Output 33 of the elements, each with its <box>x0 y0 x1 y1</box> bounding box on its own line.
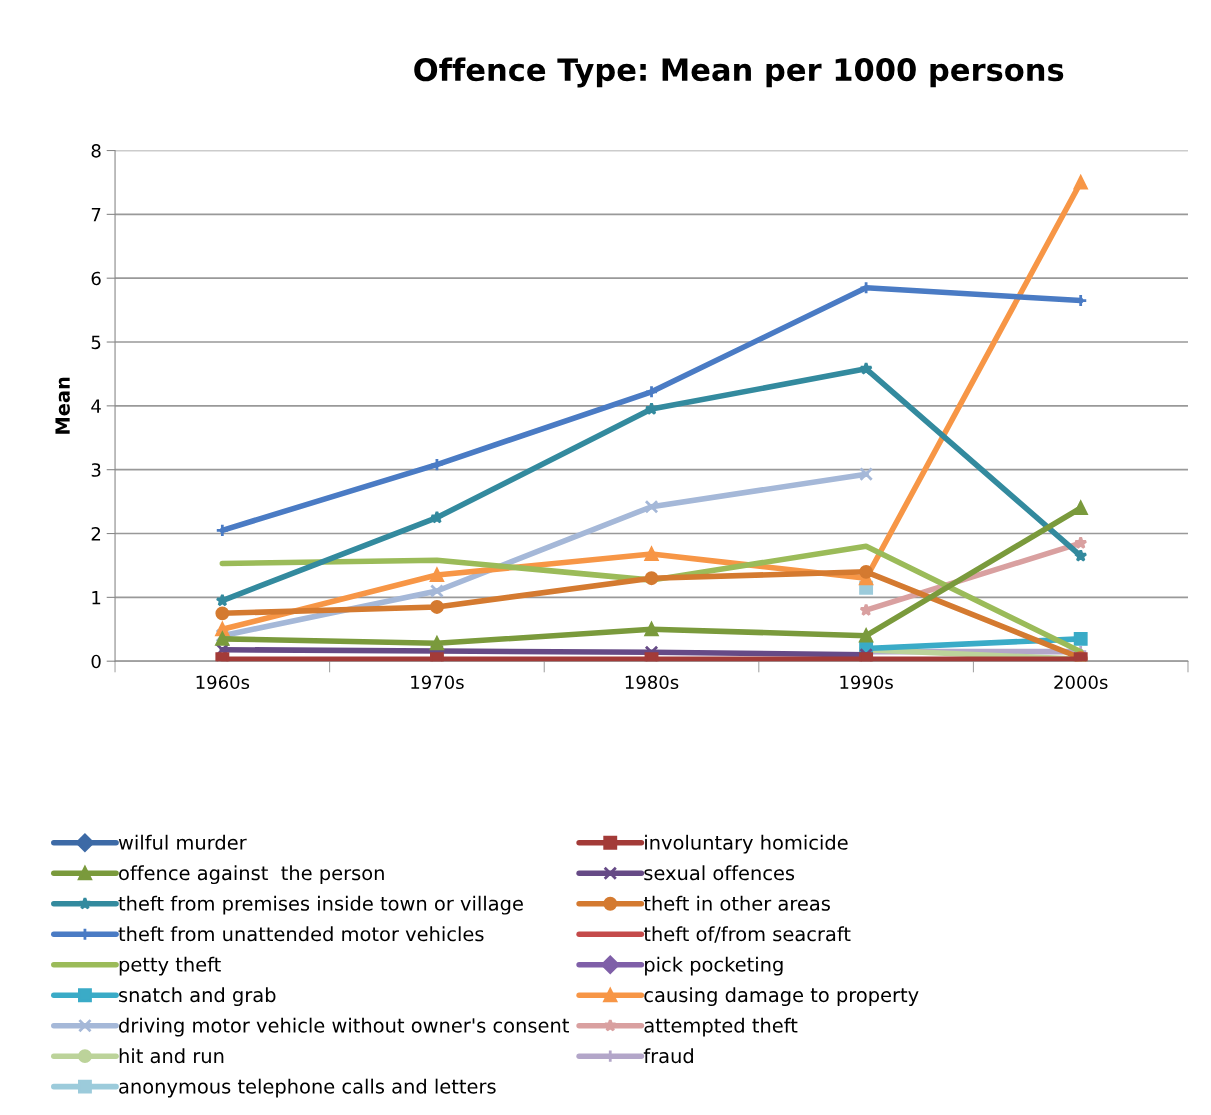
legend-label: offence against the person <box>119 865 384 885</box>
legend-label: wilful murder <box>118 834 247 850</box>
x-tick-label: 1980s <box>625 675 679 690</box>
y-tick-label: 1 <box>92 591 101 605</box>
legend-label: sexual offences <box>644 865 795 881</box>
x-tick-label: 1990s <box>840 675 893 690</box>
legend-label: theft from unattended motor vehicles <box>118 926 484 942</box>
y-tick-label: 7 <box>91 208 101 222</box>
y-tick-label: 4 <box>91 399 101 413</box>
legend-label: hit and run <box>119 1048 224 1064</box>
legend-label: theft in other areas <box>643 895 830 911</box>
y-axis-title: Mean <box>55 377 70 434</box>
chart-title: Offence Type: Mean per 1000 persons <box>414 57 1064 88</box>
y-tick-label: 2 <box>91 526 101 541</box>
legend-label: involuntary homicide <box>645 834 848 854</box>
legend-label: snatch and grab <box>119 987 276 1007</box>
legend-label: attempted theft <box>644 1017 798 1037</box>
y-tick-label: 8 <box>91 143 101 158</box>
legend-label: fraud <box>643 1048 693 1064</box>
x-tick-label: 1960s <box>196 675 250 690</box>
legend-label: pick pocketing <box>645 956 783 976</box>
x-tick-label: 1970s <box>411 675 464 690</box>
y-tick-label: 3 <box>91 463 101 477</box>
y-tick-label: 0 <box>91 654 101 669</box>
legend-label: causing damage to property <box>644 987 919 1007</box>
y-tick-label: 6 <box>91 271 101 286</box>
legend-label: driving motor vehicle without owner's consent <box>119 1017 569 1037</box>
y-tick-label: 5 <box>91 335 101 350</box>
legend-label: petty theft <box>119 956 221 976</box>
legend-label: anonymous telephone calls and letters <box>119 1078 496 1098</box>
legend-label: theft from premises inside town or village <box>118 895 523 915</box>
x-tick-label: 2000s <box>1054 675 1108 690</box>
legend-label: theft of/from seacraft <box>643 926 851 943</box>
